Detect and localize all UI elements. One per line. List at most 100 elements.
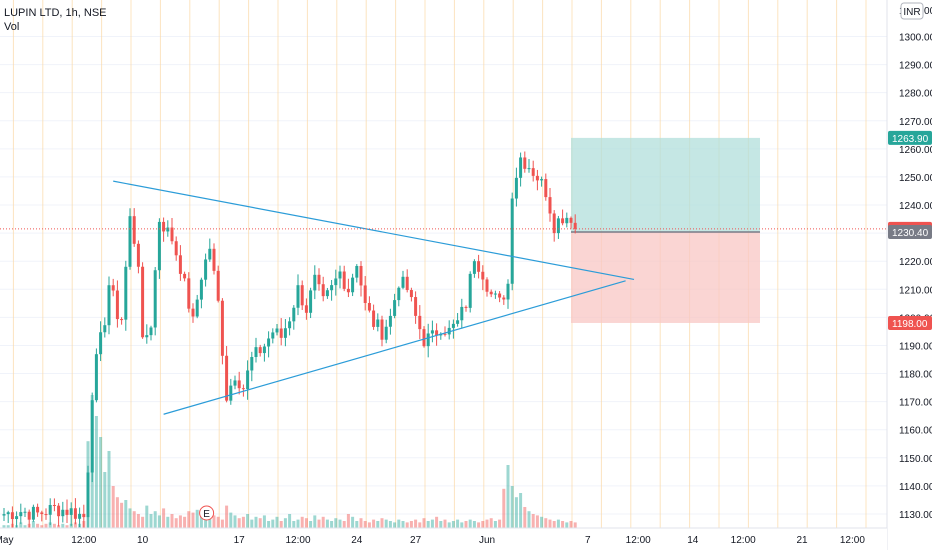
candle-body [418, 315, 422, 330]
candle-body [199, 279, 203, 300]
price-axis[interactable]: 1130.00 1140.00 1150.00 1160.00 1170.00 1180.… [886, 0, 932, 550]
candle-body [309, 290, 313, 313]
candle-body [535, 175, 539, 181]
volume-bar [493, 521, 497, 528]
volume-bar [338, 519, 342, 528]
volume-bars: E [2, 395, 577, 528]
volume-bar [199, 516, 203, 528]
price-tick-label: 1280.00 [899, 89, 932, 100]
candle-body [90, 400, 94, 473]
volume-bar [565, 522, 569, 528]
candle-body [44, 514, 48, 516]
volume-label: Vol [4, 21, 20, 33]
time-tick-label: May [0, 535, 13, 546]
volume-bar [246, 514, 250, 528]
trendline-lower[interactable] [163, 280, 626, 415]
price-tick-label: 1180.00 [899, 370, 932, 381]
volume-bar [128, 508, 132, 528]
volume-bar [569, 521, 573, 528]
volume-bar [439, 521, 443, 528]
candle-body [372, 310, 376, 327]
candle-body [292, 307, 296, 322]
volume-bar [397, 519, 401, 528]
time-tick-label: 14 [687, 535, 699, 546]
volume-bar [174, 518, 178, 528]
candle-body [246, 370, 250, 390]
candle-body [170, 227, 174, 242]
volume-bar [321, 516, 325, 528]
volume-bar [414, 519, 418, 528]
candle-body [334, 278, 338, 286]
candle-body [86, 472, 90, 518]
time-tick-label: 27 [410, 535, 422, 546]
volume-bar [195, 509, 199, 528]
trendlines[interactable] [0, 180, 887, 415]
time-tick-label: 12:00 [731, 535, 756, 546]
volume-bar [334, 518, 338, 528]
volume-bar [330, 521, 334, 528]
candle-body [204, 259, 208, 280]
volume-bar [162, 508, 166, 528]
volume-bar [216, 516, 220, 528]
candle-body [384, 326, 388, 340]
candle-body [304, 305, 308, 313]
candle-body [430, 330, 434, 334]
trendline-upper[interactable] [113, 180, 635, 281]
volume-bar [52, 523, 56, 528]
volume-bar [481, 521, 485, 528]
volume-bar [178, 515, 182, 528]
volume-bar [120, 502, 124, 528]
candle-body [36, 506, 40, 513]
profit-zone[interactable] [571, 137, 760, 232]
volume-bar [141, 516, 145, 528]
candle-body [178, 255, 182, 274]
candle-body [456, 320, 460, 324]
candle-body [19, 512, 23, 517]
candle-body [237, 380, 241, 389]
volume-bar [111, 486, 115, 528]
volume-bar [36, 523, 40, 528]
volume-bar [153, 511, 157, 528]
volume-bar [464, 521, 468, 528]
candle-body [540, 179, 544, 181]
price-axis-bg [887, 0, 932, 550]
volume-bar [519, 493, 523, 528]
candle-body [288, 321, 292, 329]
candle-body [313, 274, 317, 291]
candle-body [472, 261, 476, 274]
volume-bar [204, 514, 208, 528]
price-tick-label: 1240.00 [899, 201, 932, 212]
time-axis[interactable]: May 12:00 10 17 12:00 24 27 Jun 7 12:00 14 12:00 21 1… [0, 527, 887, 550]
volume-bar [514, 497, 518, 528]
candle-body [355, 265, 359, 278]
candle-body [409, 290, 413, 298]
volume-bar [552, 521, 556, 528]
candle-body [296, 285, 300, 308]
volume-bar [363, 521, 367, 528]
candle-body [57, 505, 61, 517]
chart-legend: LUPIN LTD, 1h, NSE Vol [4, 6, 107, 34]
volume-bar [456, 519, 460, 528]
price-tick-label: 1150.00 [899, 454, 932, 465]
volume-bar [561, 521, 565, 528]
loss-zone[interactable] [571, 231, 760, 323]
price-badge-target [888, 130, 932, 145]
candle-body [405, 276, 409, 291]
position-zones[interactable] [571, 137, 760, 323]
volume-bar [527, 511, 531, 528]
volume-bar [313, 515, 317, 528]
candle-body [502, 297, 506, 300]
candle-body [258, 347, 262, 354]
volume-bar [426, 521, 430, 528]
price-badge-stop [888, 315, 932, 330]
volume-bar [388, 521, 392, 528]
currency-badge[interactable] [900, 2, 924, 20]
candle-body [397, 287, 401, 301]
volume-bar [288, 514, 292, 528]
candle-body [523, 157, 527, 169]
candle-body [363, 285, 367, 303]
candle-body [212, 248, 216, 271]
candle-body [321, 284, 325, 297]
